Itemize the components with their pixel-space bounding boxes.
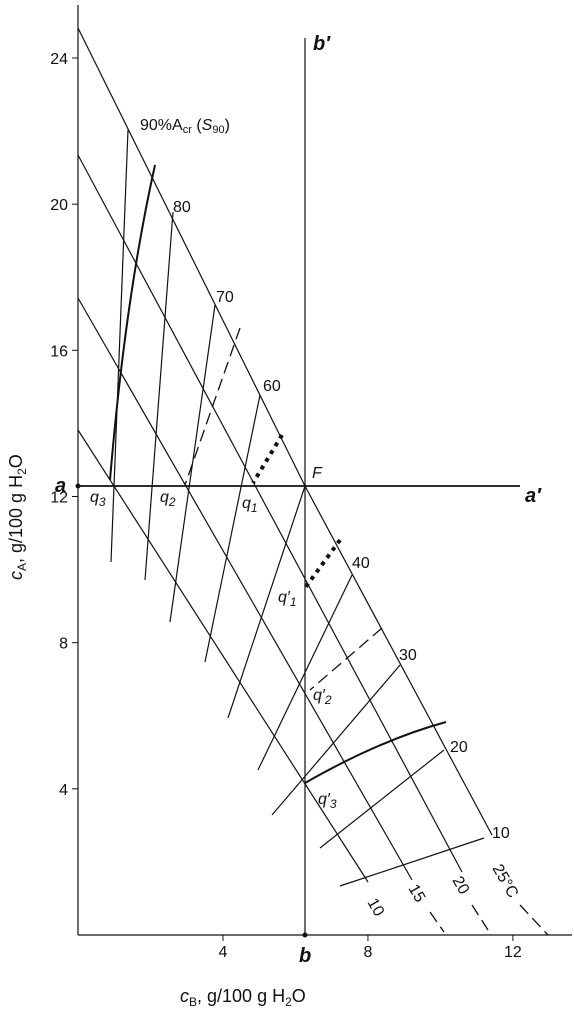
t: S	[202, 117, 213, 134]
y-tick-label: 4	[59, 782, 68, 799]
sub: 1	[290, 595, 297, 609]
sub: 2	[15, 468, 29, 475]
sub: cr	[183, 124, 193, 136]
label-s90: 90%Acr (S90)	[140, 117, 230, 136]
label-q1: q1	[242, 495, 258, 515]
label-q1p: q′1	[278, 589, 297, 609]
y-tick-label: 20	[50, 197, 68, 214]
isopleth-label: 80	[173, 199, 191, 216]
temperature-label: 20	[449, 874, 473, 898]
label-b-prime: b′	[313, 33, 331, 55]
diagram-lines	[75, 27, 549, 938]
x-tick-label: 8	[363, 944, 372, 961]
q: q	[160, 489, 169, 506]
q: q	[90, 489, 99, 506]
isopleth-label: 20	[450, 739, 468, 756]
label-q2p: q′2	[313, 687, 332, 707]
t: 90%A	[140, 117, 183, 134]
sub: 2	[285, 995, 292, 1009]
y-tick-label: 16	[50, 343, 68, 360]
y-tick-label: 12	[50, 489, 68, 506]
isopleth-label: 30	[399, 647, 417, 664]
t: O	[6, 454, 26, 468]
label-a: a	[55, 475, 66, 497]
isopleth-label: 70	[216, 289, 234, 306]
temperature-label: 15	[405, 882, 429, 906]
sub: 3	[330, 797, 337, 811]
q: q′	[313, 687, 326, 704]
t: (	[192, 117, 202, 134]
sub: 2	[168, 495, 176, 509]
sub: 3	[99, 495, 106, 509]
x-tick-label: 4	[219, 944, 228, 961]
label-q2: q2	[160, 489, 176, 509]
sub: 1	[251, 501, 258, 515]
t: )	[225, 117, 230, 134]
temperature-label: 25°C	[489, 862, 522, 901]
sub: B	[189, 995, 197, 1009]
isopleth-label: 40	[352, 555, 370, 572]
t: , g/100 g H	[197, 986, 285, 1006]
x-tick-label: 12	[504, 944, 522, 961]
q: q	[242, 495, 251, 512]
label-a-prime: a′	[525, 485, 542, 507]
t: c	[6, 571, 26, 580]
label-q3p: q′3	[318, 791, 337, 811]
sub: A	[15, 563, 29, 571]
t: , g/100 g H	[6, 475, 26, 563]
y-tick-label: 24	[50, 51, 68, 68]
t: c	[180, 986, 189, 1006]
y-axis-label: cA, g/100 g H2O	[6, 454, 29, 580]
q: q′	[318, 791, 331, 808]
label-q3: q3	[90, 489, 106, 509]
isopleth-label: 60	[263, 378, 281, 395]
sub: 90	[212, 124, 224, 136]
label-f: F	[312, 465, 323, 482]
t: O	[292, 986, 306, 1006]
label-b: b	[299, 945, 311, 967]
isopleth-label: 10	[492, 825, 510, 842]
sub: 2	[324, 693, 332, 707]
y-tick-label: 8	[59, 636, 68, 653]
temperature-label: 10	[364, 896, 388, 920]
x-axis-label: cB, g/100 g H2O	[180, 986, 306, 1009]
q: q′	[278, 589, 291, 606]
